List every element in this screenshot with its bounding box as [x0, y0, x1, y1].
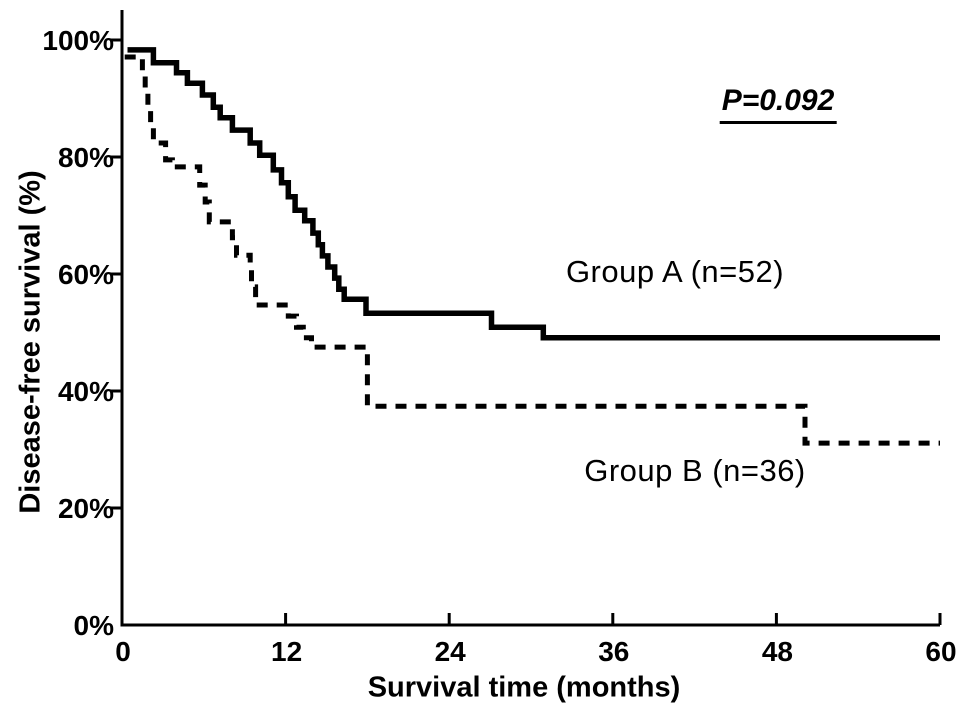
survival-curve-group-a — [127, 47, 940, 341]
y-tick-label: 40% — [58, 376, 114, 407]
x-tick-label: 12 — [271, 636, 302, 667]
x-tick-label: 36 — [598, 636, 629, 667]
y-tick-label: 60% — [58, 259, 114, 290]
survival-curves — [124, 47, 940, 446]
y-tick-label: 20% — [58, 493, 114, 524]
y-axis-title: Disease-free survival (%) — [14, 170, 47, 514]
survival-curve-group-b — [124, 54, 940, 446]
p-value-annotation: P=0.092 — [719, 84, 837, 124]
x-tick-label: 60 — [925, 636, 956, 667]
y-tick-label: 0% — [74, 610, 115, 641]
x-axis-ticks: 0 12 24 36 48 60 — [115, 613, 957, 667]
x-tick-label: 24 — [435, 636, 467, 667]
y-tick-label: 80% — [58, 142, 114, 173]
series-label-group-b: Group B (n=36) — [584, 453, 806, 488]
y-tick-label: 100% — [42, 25, 114, 56]
x-axis-title: Survival time (months) — [367, 671, 681, 704]
y-axis-ticks: 100% 80% 60% 40% 20% 0% — [42, 25, 122, 641]
x-tick-label: 0 — [115, 636, 131, 667]
series-label-group-a: Group A (n=52) — [565, 254, 785, 289]
x-tick-label: 48 — [762, 636, 793, 667]
